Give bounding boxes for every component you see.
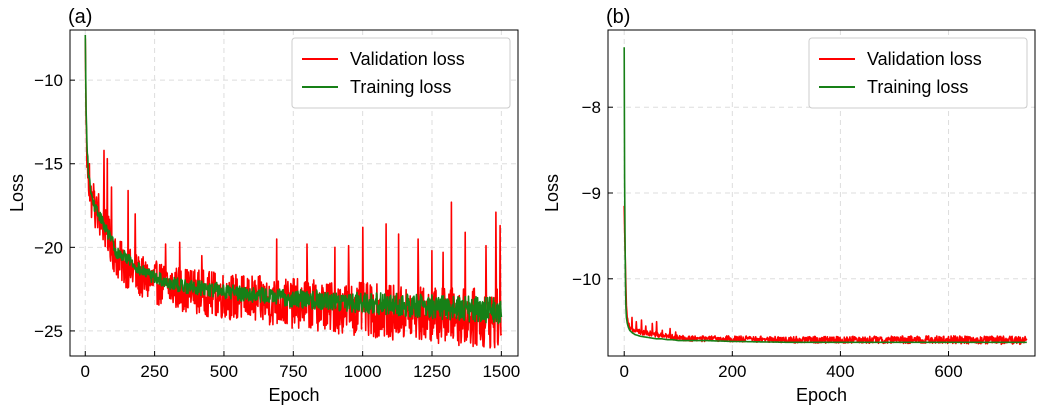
- chart-panel-a: 0 250 500 750 1000 1250 1500 −10 −15 −20 −25 Epoch L…: [7, 6, 520, 405]
- legend-label-validation: Validation loss: [867, 49, 982, 69]
- x-tick-label: 0: [81, 362, 90, 381]
- y-tick-label: −20: [34, 238, 63, 257]
- legend-label-training: Training loss: [867, 77, 968, 97]
- x-tick-label: 750: [279, 362, 307, 381]
- legend: Validation loss Training loss: [291, 37, 511, 109]
- x-tick-label: 400: [826, 362, 854, 381]
- legend-box: [291, 37, 511, 109]
- x-tick-label: 250: [140, 362, 168, 381]
- x-tick-label: 0: [619, 362, 628, 381]
- legend-box: [808, 37, 1028, 109]
- y-tick-label: −25: [34, 322, 63, 341]
- y-axis-label: Loss: [7, 174, 27, 212]
- x-axis-label: Epoch: [268, 385, 319, 405]
- legend-label-validation: Validation loss: [350, 49, 465, 69]
- x-tick-label: 600: [934, 362, 962, 381]
- y-tick-label: −8: [582, 98, 601, 117]
- panel-label: (a): [68, 6, 92, 28]
- panel-label: (b): [606, 6, 630, 28]
- plot-area: [623, 47, 1028, 346]
- legend-label-training: Training loss: [350, 77, 451, 97]
- y-tick-label: −9: [582, 184, 601, 203]
- x-tick-label: 1000: [344, 362, 382, 381]
- y-axis-label: Loss: [542, 174, 562, 212]
- plot-area: [84, 34, 503, 349]
- x-tick-label: 1500: [482, 362, 520, 381]
- series-line-validation: [623, 205, 1028, 346]
- x-tick-label: 200: [718, 362, 746, 381]
- x-tick-label: 1250: [413, 362, 451, 381]
- series-line-validation: [84, 38, 503, 349]
- x-axis-label: Epoch: [796, 385, 847, 405]
- y-tick-label: −10: [34, 71, 63, 90]
- series-line-training: [623, 47, 1028, 344]
- plot-frame: [69, 29, 519, 357]
- legend: Validation loss Training loss: [808, 37, 1028, 109]
- y-tick-label: −10: [572, 270, 601, 289]
- x-tick-label: 500: [210, 362, 238, 381]
- chart-panel-b: 0 200 400 600 −8 −9 −10 Epoch Loss (b) Validation …: [542, 6, 1036, 405]
- series-line-training: [84, 34, 503, 325]
- y-tick-label: −15: [34, 155, 63, 174]
